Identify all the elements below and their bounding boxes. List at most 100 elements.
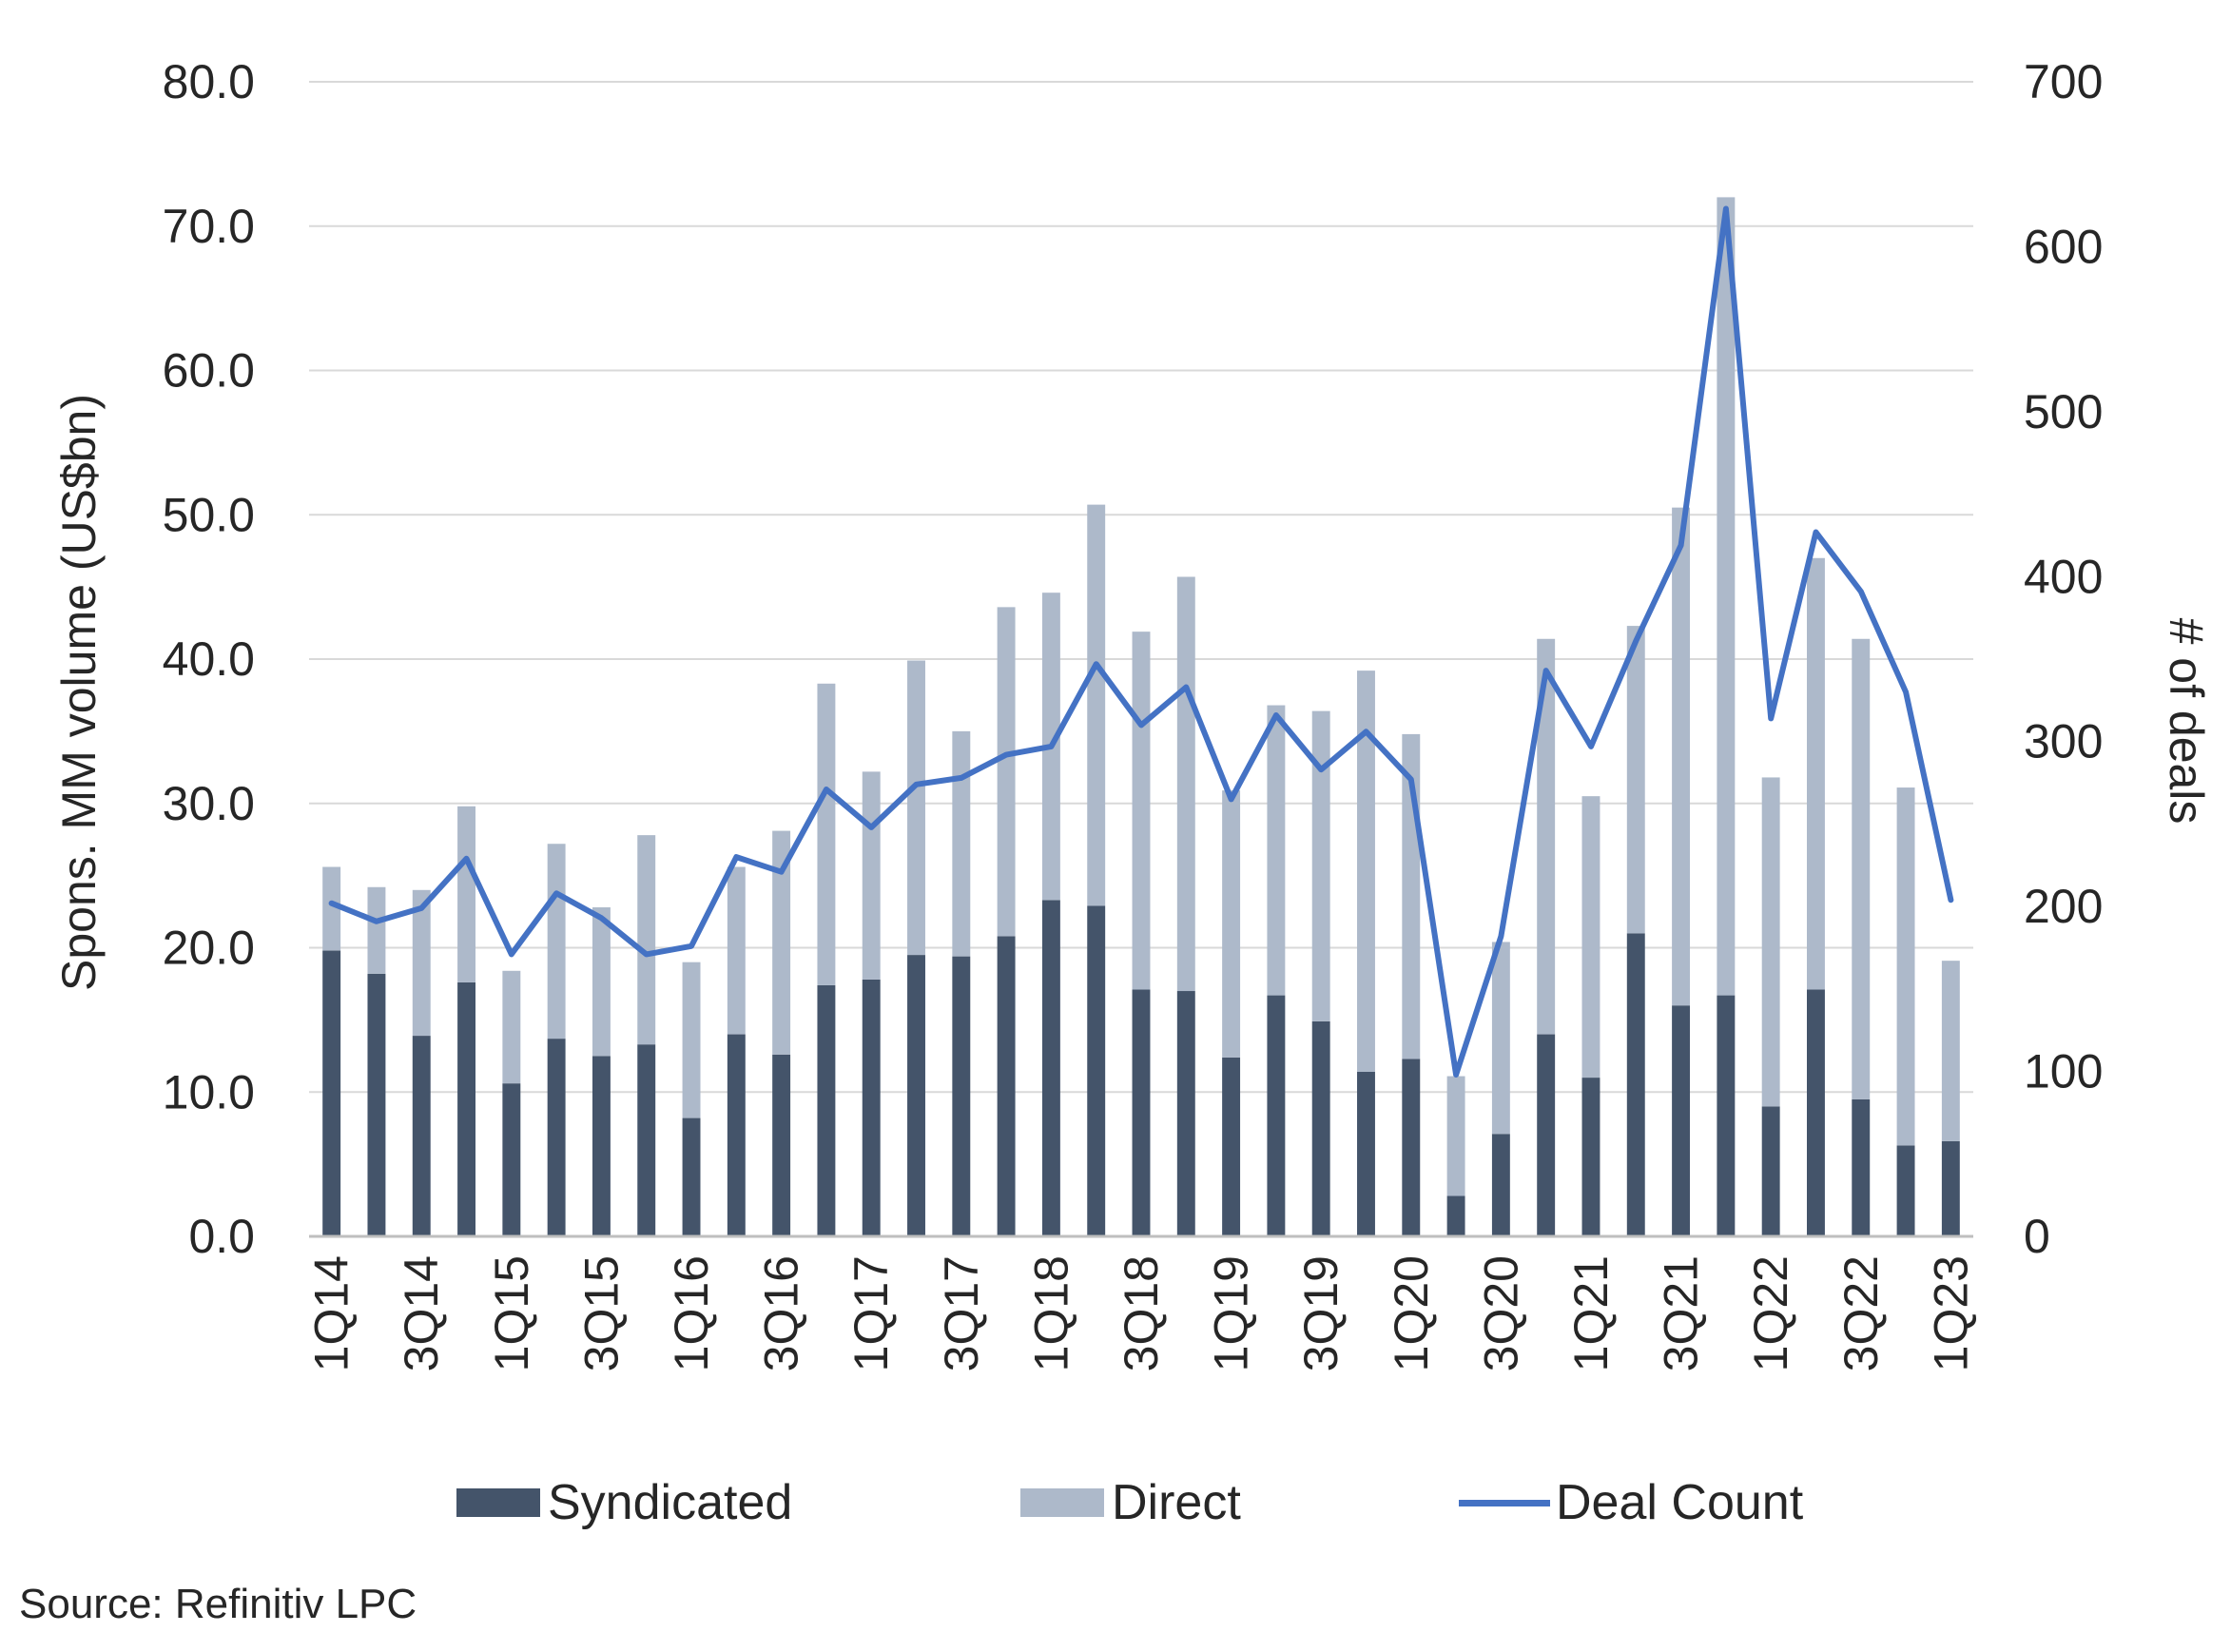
bar-direct: [1491, 942, 1510, 1135]
y-tick-label-right: 0: [2024, 1210, 2050, 1263]
bars: [322, 197, 1960, 1236]
bar-syndicated: [1717, 995, 1736, 1236]
bar-syndicated: [412, 1036, 431, 1236]
bar-syndicated: [1222, 1057, 1241, 1236]
bar-syndicated: [1491, 1134, 1510, 1236]
bar-syndicated: [907, 955, 925, 1236]
x-tick-label: 1Q21: [1564, 1255, 1618, 1371]
bar-direct: [682, 962, 701, 1118]
bar-direct: [1896, 787, 1915, 1146]
bar-direct: [1222, 790, 1241, 1058]
legend: Syndicated Direct Deal Count: [0, 1465, 2231, 1541]
bar-direct: [367, 886, 386, 974]
bar-syndicated: [592, 1056, 611, 1236]
bar-syndicated: [1446, 1195, 1465, 1236]
bar-direct: [1672, 507, 1691, 1006]
bar-syndicated: [682, 1118, 701, 1236]
y-tick-label: 20.0: [163, 922, 255, 975]
bar-direct: [772, 830, 791, 1055]
bar-direct: [952, 730, 971, 957]
bar-syndicated: [1626, 933, 1645, 1236]
x-tick-label: 3Q17: [935, 1255, 988, 1371]
bar-syndicated: [322, 950, 341, 1236]
bar-syndicated: [637, 1044, 656, 1236]
bar-direct: [1357, 671, 1375, 1073]
y-tick-label: 40.0: [163, 632, 255, 686]
x-axis-ticks: 1Q14 3Q14 1Q15 3Q15 1Q16 3Q16 1Q17 3Q17 1Q18 3Q18…: [305, 1255, 1978, 1371]
bar-syndicated: [1581, 1078, 1600, 1236]
x-tick-label: 3Q18: [1115, 1255, 1168, 1371]
bar-syndicated: [862, 979, 881, 1236]
bar-syndicated: [952, 956, 971, 1236]
bar-syndicated: [547, 1039, 566, 1236]
bar-direct: [727, 866, 746, 1035]
bar-syndicated: [1761, 1106, 1780, 1236]
bar-syndicated: [1041, 900, 1060, 1236]
bar-direct: [1176, 576, 1195, 992]
bar-direct: [502, 970, 521, 1084]
bar-direct: [322, 866, 341, 951]
bar-syndicated: [1672, 1005, 1691, 1236]
x-tick-label: 1Q22: [1744, 1255, 1797, 1371]
deal-count-line: [328, 205, 1954, 1078]
bar-syndicated: [1357, 1072, 1375, 1236]
bar-direct: [907, 660, 925, 956]
bar-syndicated: [1537, 1034, 1556, 1236]
y-tick-label-right: 200: [2024, 880, 2103, 933]
bar-syndicated: [1852, 1098, 1871, 1236]
deal-count-polyline: [328, 205, 1954, 1078]
bar-syndicated: [1896, 1145, 1915, 1236]
legend-label-syndicated: Syndicated: [548, 1475, 793, 1530]
bar-direct: [1761, 777, 1780, 1107]
x-tick-label: 3Q16: [755, 1255, 808, 1371]
y-tick-label-right: 600: [2024, 220, 2103, 273]
x-tick-label: 3Q14: [395, 1255, 448, 1371]
bar-syndicated: [727, 1034, 746, 1236]
x-tick-label: 1Q16: [665, 1255, 718, 1371]
x-tick-label: 3Q15: [574, 1255, 628, 1371]
bar-direct: [547, 844, 566, 1040]
bar-syndicated: [1807, 989, 1825, 1236]
x-tick-label: 1Q14: [305, 1255, 359, 1371]
legend-label-direct: Direct: [1112, 1475, 1241, 1530]
bar-direct: [1311, 710, 1330, 1021]
y-tick-label-right: 100: [2024, 1045, 2103, 1098]
bar-direct: [1941, 961, 1960, 1141]
bar-syndicated: [1267, 995, 1286, 1236]
bar-direct: [1087, 504, 1106, 906]
x-tick-label: 3Q19: [1294, 1255, 1348, 1371]
y-tick-label: 0.0: [188, 1210, 255, 1263]
bar-direct: [592, 907, 611, 1057]
y-tick-label: 70.0: [163, 200, 255, 253]
bar-direct: [1852, 638, 1871, 1099]
y-tick-label: 10.0: [163, 1065, 255, 1118]
x-tick-label: 1Q20: [1385, 1255, 1438, 1371]
y-tick-label-right: 300: [2024, 715, 2103, 768]
bar-syndicated: [997, 936, 1016, 1236]
x-tick-label: 3Q21: [1655, 1255, 1708, 1371]
bar-direct: [1267, 705, 1286, 996]
bar-direct: [457, 806, 475, 982]
legend-label-deal-count: Deal Count: [1556, 1475, 1804, 1530]
y-tick-label: 50.0: [163, 488, 255, 541]
bar-syndicated: [1311, 1020, 1330, 1236]
bar-syndicated: [772, 1054, 791, 1236]
bar-direct: [412, 889, 431, 1037]
legend-swatch-deal-count: [1459, 1499, 1550, 1506]
bar-direct: [997, 607, 1016, 937]
y-tick-label-right: 400: [2024, 550, 2103, 603]
bar-syndicated: [1941, 1140, 1960, 1236]
x-tick-label: 1Q18: [1024, 1255, 1077, 1371]
bar-syndicated: [1087, 905, 1106, 1236]
x-tick-label: 1Q19: [1205, 1255, 1258, 1371]
bar-direct: [817, 683, 836, 985]
source-note: Source: Refinitiv LPC: [19, 1581, 417, 1627]
bar-syndicated: [367, 973, 386, 1236]
bar-direct: [1537, 638, 1556, 1035]
bar-syndicated: [457, 981, 475, 1236]
y-axis-left-ticks: 0.0 10.0 20.0 30.0 40.0 50.0 60.0 70.0 80.0: [163, 55, 255, 1263]
bar-direct: [1581, 796, 1600, 1079]
y-tick-label: 30.0: [163, 777, 255, 830]
bar-direct: [637, 835, 656, 1045]
